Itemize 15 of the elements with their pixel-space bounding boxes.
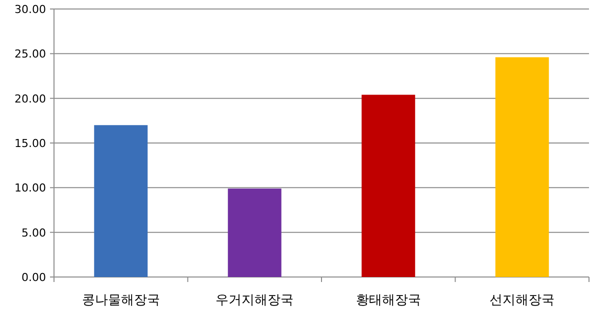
x-tick-label: 우거지해장국 — [216, 293, 294, 308]
y-tick-label: 25.00 — [14, 48, 46, 61]
y-tick-label: 30.00 — [14, 3, 46, 16]
bar — [94, 125, 148, 277]
y-tick-label: 20.00 — [14, 92, 46, 106]
bar — [362, 94, 416, 277]
y-tick-label: 15.00 — [14, 137, 46, 150]
x-tick-label: 선지해장국 — [490, 293, 555, 308]
bar — [228, 188, 282, 277]
x-tick-label: 콩나물해장국 — [82, 293, 160, 308]
bar — [495, 57, 549, 277]
y-tick-label: 0.00 — [22, 271, 46, 284]
x-tick-label: 황태해장국 — [356, 293, 421, 308]
y-tick-label: 10.00 — [14, 182, 46, 195]
y-tick-label: 5.00 — [22, 226, 46, 240]
